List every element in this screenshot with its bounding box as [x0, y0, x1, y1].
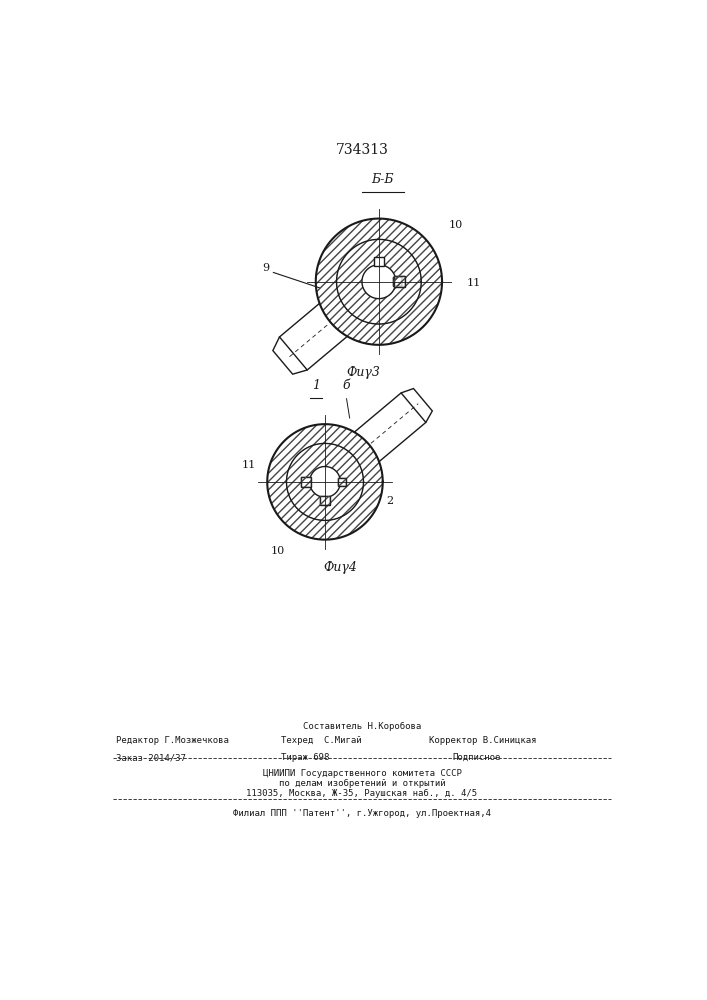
- Bar: [320, 496, 329, 505]
- Polygon shape: [337, 239, 421, 324]
- Text: Составитель Н.Коробова: Составитель Н.Коробова: [303, 722, 421, 731]
- Text: по делам изобретений и открытий: по делам изобретений и открытий: [279, 779, 445, 788]
- Text: 11: 11: [467, 278, 481, 288]
- Text: 113035, Москва, Ж-35, Раушская наб., д. 4/5: 113035, Москва, Ж-35, Раушская наб., д. …: [247, 789, 477, 798]
- Bar: [393, 277, 402, 286]
- Text: Подписное: Подписное: [452, 753, 501, 762]
- Polygon shape: [286, 443, 363, 520]
- Text: Фиγ4: Фиγ4: [324, 561, 357, 574]
- Bar: [374, 257, 383, 266]
- Bar: [338, 478, 346, 486]
- Bar: [338, 478, 346, 486]
- Polygon shape: [273, 337, 308, 374]
- Text: б: б: [343, 379, 351, 392]
- Text: Тираж 698: Тираж 698: [281, 753, 329, 762]
- Text: Б-Б: Б-Б: [371, 173, 394, 186]
- Text: 10: 10: [271, 546, 286, 556]
- Polygon shape: [267, 424, 382, 540]
- Bar: [301, 477, 311, 487]
- Text: 11: 11: [242, 460, 256, 470]
- Polygon shape: [316, 219, 442, 345]
- Text: Филиал ППП ''Патент'', г.Ужгород, ул.Проектная,4: Филиал ППП ''Патент'', г.Ужгород, ул.Про…: [233, 809, 491, 818]
- Polygon shape: [310, 467, 340, 497]
- Polygon shape: [362, 265, 396, 299]
- Bar: [395, 276, 405, 287]
- Text: Фиγ3: Фиγ3: [346, 366, 380, 379]
- Text: 734313: 734313: [336, 143, 388, 157]
- Text: ЦНИИПИ Государственного комитета СССР: ЦНИИПИ Государственного комитета СССР: [262, 769, 462, 778]
- Text: 10: 10: [448, 220, 462, 230]
- Text: Корректор В.Синицкая: Корректор В.Синицкая: [429, 736, 537, 745]
- Bar: [320, 496, 329, 505]
- Text: Редактор Г.Мозжечкова: Редактор Г.Мозжечкова: [115, 736, 228, 745]
- Text: 2: 2: [387, 496, 394, 506]
- Text: 1: 1: [312, 379, 320, 392]
- Bar: [301, 477, 311, 487]
- Text: Техред  С.Мигай: Техред С.Мигай: [281, 736, 362, 745]
- Bar: [393, 277, 402, 286]
- Text: Заказ 2014/37: Заказ 2014/37: [115, 753, 185, 762]
- Text: 9: 9: [262, 263, 269, 273]
- Polygon shape: [401, 389, 432, 422]
- Bar: [395, 276, 405, 287]
